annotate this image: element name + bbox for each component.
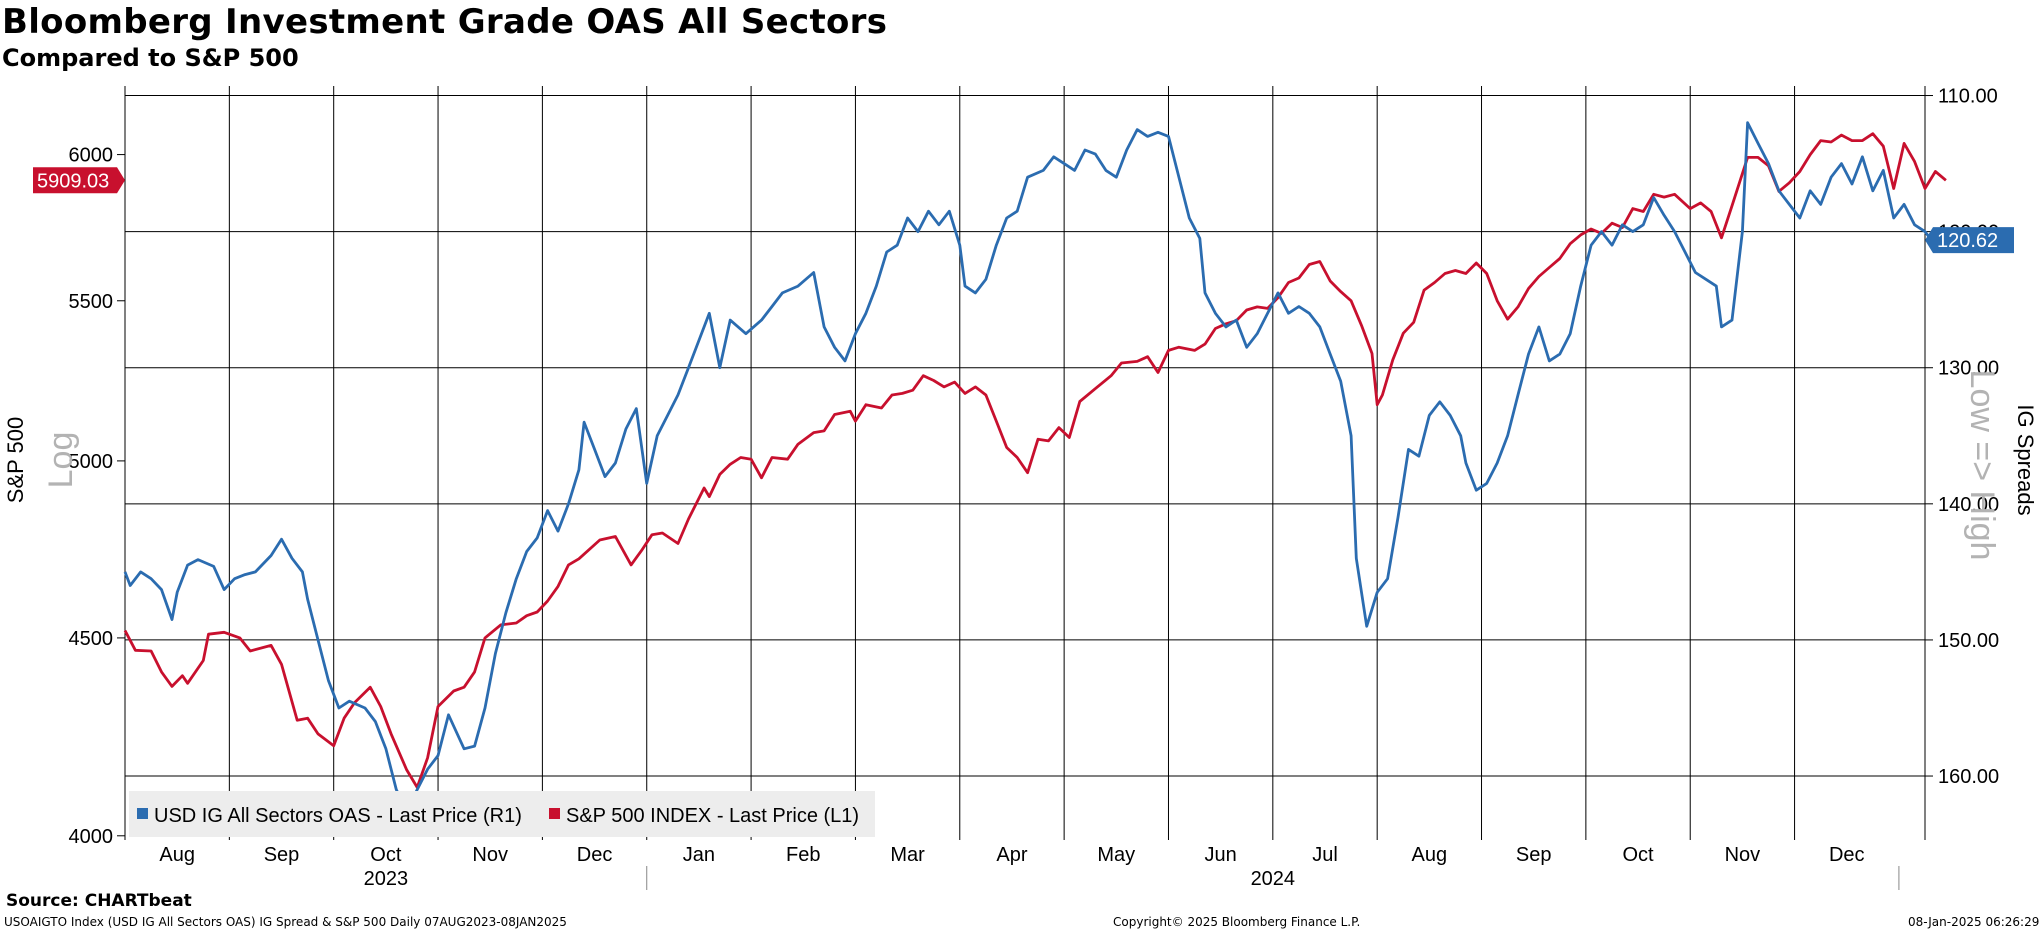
month-label: Jul: [1312, 844, 1338, 866]
label-layer: 5909.03 120.62: [33, 167, 2014, 254]
left-tick-label: 6000: [69, 145, 114, 167]
right-axis-title: IG Spreads: [2013, 404, 2038, 515]
spx-legend-swatch: [549, 808, 560, 819]
chart-subtitle: Compared to S&P 500: [2, 44, 299, 72]
timestamp: 08-Jan-2025 06:26:29: [1908, 915, 2040, 929]
month-label: Jan: [683, 844, 715, 866]
series-layer: [123, 121, 1947, 812]
spx-legend-label: S&P 500 INDEX - Last Price (L1): [566, 805, 859, 827]
month-label: Oct: [1622, 844, 1654, 866]
month-label: Aug: [159, 844, 195, 866]
month-label: Mar: [890, 844, 925, 866]
right-tick-label: 160.00: [1938, 766, 1999, 788]
legend: USD IG All Sectors OAS - Last Price (R1)…: [129, 791, 875, 837]
year-label: 2023: [364, 868, 409, 890]
left-tick-label: 5500: [69, 291, 114, 313]
right-tick-label: 140.00: [1938, 494, 1999, 516]
month-label: Feb: [786, 844, 820, 866]
chart-title: Bloomberg Investment Grade OAS All Secto…: [2, 2, 888, 42]
left-axis-title: S&P 500: [3, 417, 28, 503]
oas-legend-swatch: [137, 808, 148, 819]
oas-legend-label: USD IG All Sectors OAS - Last Price (R1): [154, 805, 522, 827]
month-label: Dec: [1829, 844, 1865, 866]
spx-last-value: 5909.03: [37, 170, 109, 192]
log-scale-note: Log: [42, 432, 80, 489]
spx-last-value-tag: [33, 167, 125, 194]
axis-layer: 110.00120.00130.00140.00150.00160.004000…: [3, 86, 2038, 890]
series-description: USOAIGTO Index (USD IG All Sectors OAS) …: [4, 915, 567, 929]
spx-line: [123, 132, 1947, 789]
month-label: Sep: [1516, 844, 1552, 866]
right-tick-label: 110.00: [1938, 86, 1998, 108]
copyright: Copyright© 2025 Bloomberg Finance L.P.: [1113, 915, 1361, 929]
month-label: Aug: [1412, 844, 1448, 866]
oas-last-value-tag: [1925, 227, 2014, 254]
month-label: May: [1097, 844, 1135, 866]
oas-line: [123, 121, 1947, 812]
right-tick-label: 150.00: [1938, 630, 1999, 652]
month-label: Apr: [996, 844, 1027, 866]
month-label: Nov: [472, 844, 508, 866]
year-label: 2024: [1251, 868, 1296, 890]
left-tick-label: 4500: [69, 628, 114, 650]
right-tick-label: 130.00: [1938, 358, 1999, 380]
left-tick-label: 5000: [69, 451, 114, 473]
month-label: Nov: [1725, 844, 1761, 866]
source-note: Source: CHARTbeat: [6, 891, 192, 911]
oas-last-value: 120.62: [1937, 230, 1998, 252]
month-label: Jun: [1205, 844, 1237, 866]
grid-layer: [124, 86, 1926, 840]
left-tick-label: 4000: [69, 826, 114, 848]
low-high-note: Low => High: [1963, 370, 2001, 561]
legend-box: [129, 791, 875, 837]
month-label: Oct: [370, 844, 402, 866]
month-label: Sep: [264, 844, 300, 866]
month-label: Dec: [577, 844, 613, 866]
